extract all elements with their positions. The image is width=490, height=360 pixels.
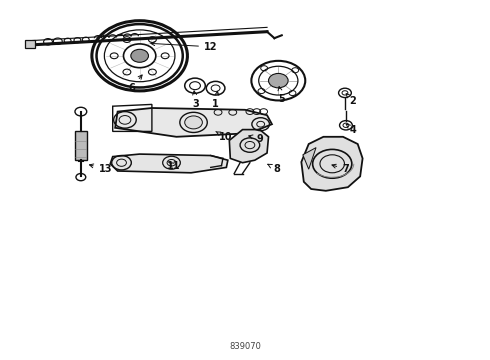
Text: 3: 3 [193,91,199,109]
Circle shape [269,73,288,88]
Text: 8: 8 [268,164,280,174]
Text: 9: 9 [249,134,263,144]
Text: 839070: 839070 [229,342,261,351]
Polygon shape [301,137,363,191]
Bar [75,131,87,160]
Circle shape [185,116,202,129]
Text: 12: 12 [151,42,218,52]
Text: 6: 6 [128,75,142,93]
Text: 11: 11 [167,161,181,171]
Text: 2: 2 [346,94,356,106]
Text: 13: 13 [90,164,112,174]
Polygon shape [110,154,228,173]
Polygon shape [115,108,272,137]
Bar [24,40,35,48]
Text: 1: 1 [212,91,219,109]
Text: 4: 4 [346,124,356,135]
Circle shape [131,49,148,62]
Text: 10: 10 [216,131,232,142]
Polygon shape [229,130,269,163]
Text: 7: 7 [332,164,349,174]
Polygon shape [303,148,316,169]
Text: 5: 5 [278,86,285,104]
